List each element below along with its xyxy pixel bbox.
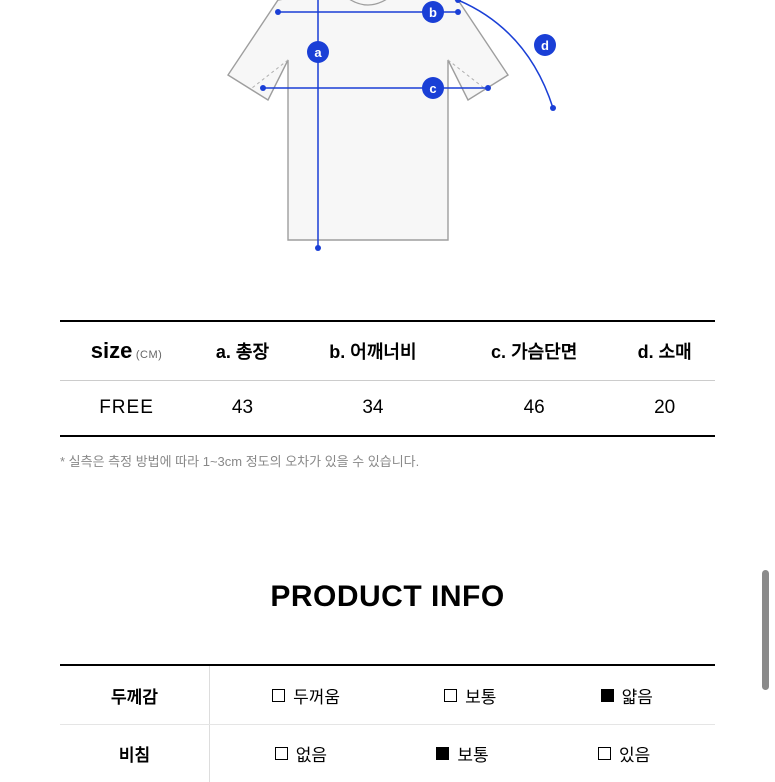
opt-thin: 얇음 xyxy=(601,683,653,708)
checkbox-filled-icon xyxy=(436,747,449,760)
opt-none: 없음 xyxy=(275,741,327,766)
checkbox-icon xyxy=(275,747,288,760)
col-d: d. 소매 xyxy=(614,321,715,381)
shirt-outline xyxy=(228,0,508,240)
badge-b: b xyxy=(429,5,437,20)
col-b: b. 어깨너비 xyxy=(292,321,454,381)
val-a: 43 xyxy=(193,381,292,437)
measurement-note: * 실측은 측정 방법에 따라 1~3cm 정도의 오차가 있을 수 있습니다. xyxy=(60,451,715,470)
col-c: c. 가슴단면 xyxy=(454,321,614,381)
opt-yes: 있음 xyxy=(598,741,650,766)
size-header: size (CM) xyxy=(60,321,193,381)
checkbox-icon xyxy=(598,747,611,760)
badge-a: a xyxy=(314,45,322,60)
checkbox-icon xyxy=(444,689,457,702)
info-label: 두께감 xyxy=(60,666,210,724)
val-b: 34 xyxy=(292,381,454,437)
measurement-diagram: a b c d xyxy=(60,0,715,320)
tshirt-svg: a b c d xyxy=(208,0,568,260)
size-table: size (CM) a. 총장 b. 어깨너비 c. 가슴단면 d. 소매 FR… xyxy=(60,320,715,437)
val-c: 46 xyxy=(454,381,614,437)
size-table-row: FREE 43 34 46 20 xyxy=(60,381,715,437)
size-table-header-row: size (CM) a. 총장 b. 어깨너비 c. 가슴단면 d. 소매 xyxy=(60,321,715,381)
opt-thick: 두꺼움 xyxy=(272,683,340,708)
badge-c: c xyxy=(429,81,436,96)
product-info-table: 두께감 두꺼움 보통 얇음 비침 없음 보통 있음 xyxy=(60,664,715,782)
checkbox-icon xyxy=(272,689,285,702)
scrollbar-thumb[interactable] xyxy=(762,570,769,690)
info-row-sheer: 비침 없음 보통 있음 xyxy=(60,724,715,782)
badge-d: d xyxy=(541,38,549,53)
info-row-thickness: 두께감 두꺼움 보통 얇음 xyxy=(60,666,715,724)
info-label: 비침 xyxy=(60,725,210,782)
val-d: 20 xyxy=(614,381,715,437)
opt-normal: 보통 xyxy=(444,683,496,708)
size-value: FREE xyxy=(60,381,193,437)
col-a: a. 총장 xyxy=(193,321,292,381)
checkbox-filled-icon xyxy=(601,689,614,702)
product-info-title: PRODUCT INFO xyxy=(60,580,715,614)
opt-normal2: 보통 xyxy=(436,741,488,766)
